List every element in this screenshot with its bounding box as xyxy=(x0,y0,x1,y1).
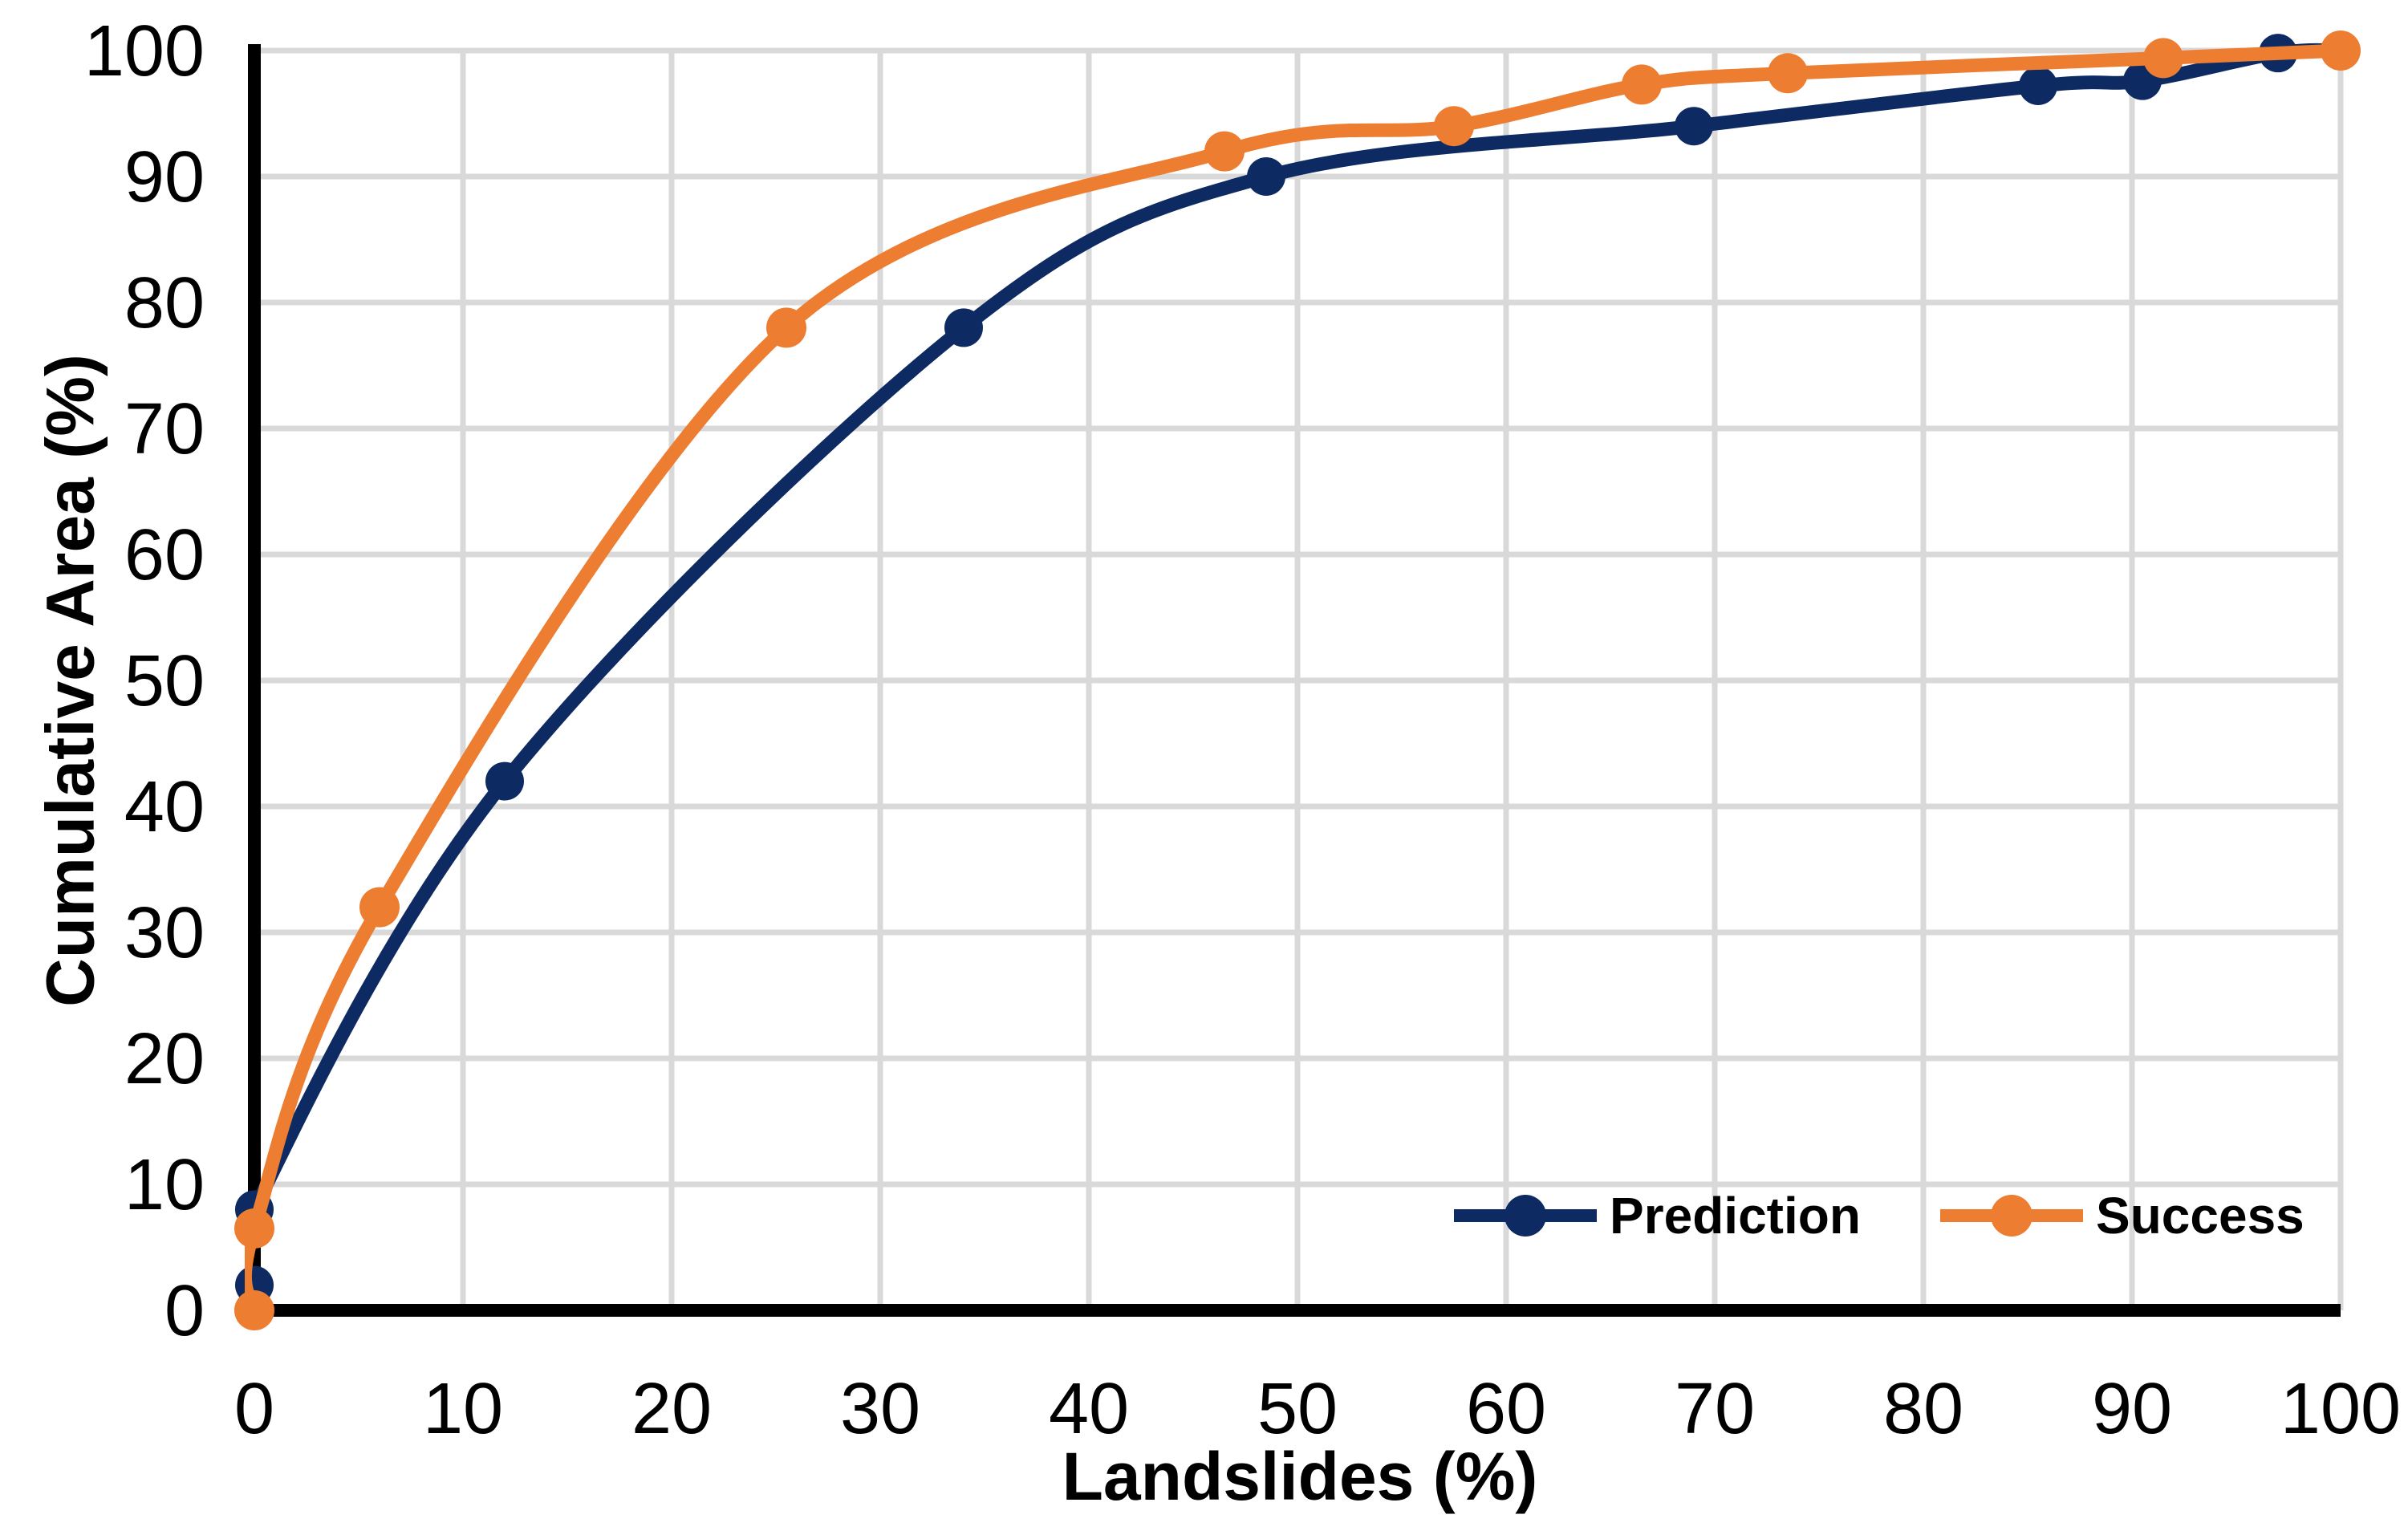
x-axis-title: Landslides (%) xyxy=(1062,1439,1538,1514)
data-point-success xyxy=(1204,131,1245,172)
x-tick-label: 10 xyxy=(423,1369,503,1449)
y-tick-label: 10 xyxy=(124,1145,205,1225)
data-point-success xyxy=(359,887,400,928)
x-tick-label: 70 xyxy=(1675,1369,1755,1449)
tick-labels: 0 10 20 30 40 50 60 70 80 90 100 0 10 20 30 40 50 60 70 80 9… xyxy=(84,11,2401,1449)
axes xyxy=(248,44,2341,1317)
data-point-success xyxy=(766,307,806,348)
y-tick-label: 70 xyxy=(124,389,205,469)
data-point-success xyxy=(2143,38,2183,79)
x-tick-label: 60 xyxy=(1466,1369,1546,1449)
x-tick-label: 40 xyxy=(1049,1369,1129,1449)
y-tick-label: 50 xyxy=(124,641,205,721)
x-tick-label: 50 xyxy=(1257,1369,1338,1449)
y-axis-title: Cumulative Area (%) xyxy=(32,354,108,1007)
data-point-success xyxy=(1434,106,1474,147)
data-point-success xyxy=(234,1208,274,1249)
y-tick-label: 60 xyxy=(124,515,205,595)
data-point-prediction xyxy=(2019,66,2057,105)
x-tick-label: 0 xyxy=(234,1369,274,1449)
data-point-prediction xyxy=(944,308,983,347)
gridlines xyxy=(254,47,2344,1310)
y-tick-label: 40 xyxy=(124,767,205,847)
y-tick-label: 30 xyxy=(124,893,205,973)
data-point-prediction xyxy=(485,761,524,801)
y-tick-label: 80 xyxy=(124,263,205,343)
x-tick-label: 90 xyxy=(2092,1369,2172,1449)
x-tick-label: 20 xyxy=(631,1369,712,1449)
series-line-prediction xyxy=(245,43,2348,1293)
x-tick-label: 80 xyxy=(1883,1369,1963,1449)
y-tick-label: 0 xyxy=(164,1271,205,1351)
data-point-success xyxy=(1768,53,1808,94)
data-point-success xyxy=(234,1290,274,1330)
y-tick-label: 20 xyxy=(124,1019,205,1099)
y-tick-label: 90 xyxy=(124,137,205,217)
x-tick-label: 30 xyxy=(840,1369,920,1449)
data-point-success xyxy=(2321,30,2361,71)
data-point-prediction xyxy=(1247,157,1285,196)
series-success xyxy=(234,30,2361,1330)
data-point-success xyxy=(1622,64,1662,105)
x-tick-label: 100 xyxy=(2280,1369,2401,1449)
data-point-prediction xyxy=(1675,107,1713,146)
y-tick-label: 100 xyxy=(84,11,205,91)
